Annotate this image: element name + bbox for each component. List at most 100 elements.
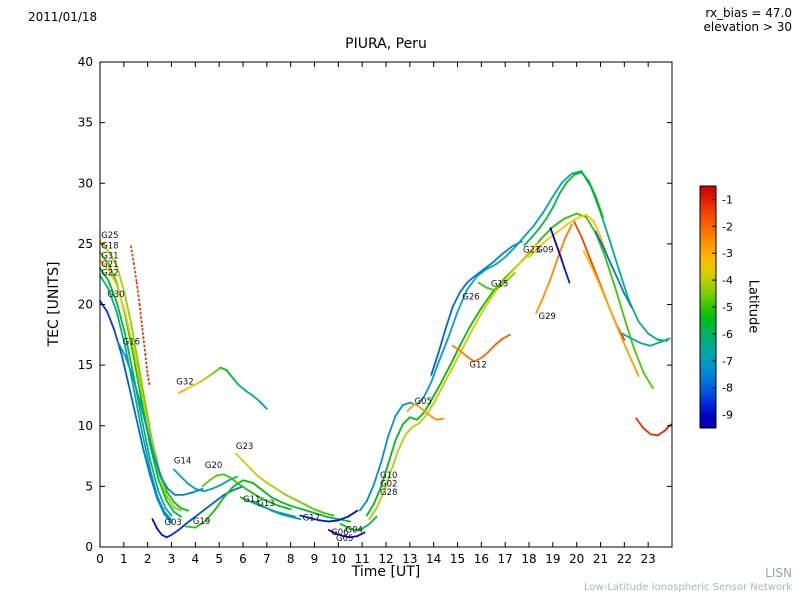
track-G26	[473, 268, 485, 278]
track-G03	[151, 518, 159, 530]
track-G25	[137, 361, 147, 405]
track-G11	[239, 496, 250, 502]
track-G13	[270, 509, 283, 516]
track-G05	[427, 413, 438, 421]
track-G20	[256, 495, 268, 502]
track-G09	[544, 206, 554, 221]
track-G12	[494, 337, 504, 346]
track-G23	[284, 493, 297, 501]
track-G19	[270, 496, 283, 504]
track-G19	[261, 489, 273, 499]
track-G30	[134, 415, 144, 449]
track-G10	[637, 320, 650, 335]
y-axis-label: TEC [UNITS]	[46, 261, 62, 347]
track-G31	[115, 284, 126, 313]
receiver-info: rx_bias = 47.0 elevation > 30	[704, 6, 793, 34]
track-G10	[373, 461, 383, 485]
lisn-watermark-full: Low-Latitude Ionospheric Sensor Network	[584, 582, 792, 593]
x-tick-label: 12	[378, 552, 393, 566]
track-G17	[327, 519, 340, 523]
track-G02	[394, 423, 404, 442]
track-Y2	[566, 217, 578, 226]
colorbar-label: Latitude	[745, 279, 761, 334]
track-G23	[323, 512, 335, 517]
track-G10	[358, 499, 368, 512]
track-G18	[165, 499, 175, 513]
y-tick-label: 5	[85, 479, 93, 493]
track-G31	[99, 259, 110, 271]
colorbar-tick-label: -4	[722, 274, 733, 287]
track-G10	[485, 263, 497, 271]
track-G10	[571, 170, 583, 175]
track-G12	[487, 343, 497, 353]
track-G12	[480, 350, 490, 359]
track-G09	[594, 195, 604, 219]
track-G05	[406, 402, 416, 413]
track-G25	[130, 321, 140, 364]
x-tick-label: 7	[263, 552, 271, 566]
track-R3	[642, 427, 652, 436]
y-tick-label: 20	[78, 298, 93, 312]
track-G06	[335, 532, 345, 537]
track-R3	[635, 417, 645, 430]
sat-label-G03: G03	[164, 518, 181, 528]
track-G19	[184, 525, 197, 529]
track-G10	[447, 310, 459, 340]
track-G17	[346, 509, 359, 518]
sat-label-G12: G12	[469, 361, 486, 371]
track-G25	[122, 288, 132, 324]
track-T1	[649, 341, 661, 347]
track-G22	[156, 495, 166, 513]
y-tick-label: 0	[85, 540, 93, 554]
track-G17	[318, 519, 330, 523]
track-G32	[177, 388, 187, 394]
track-G32	[191, 381, 202, 387]
track-G03	[177, 523, 187, 531]
track-G10	[387, 415, 397, 437]
track-G16	[145, 426, 155, 456]
track-G28	[375, 491, 385, 510]
track-G09	[551, 191, 561, 209]
track-G25	[180, 507, 190, 512]
lisn-watermark: LISN	[765, 566, 792, 580]
track-G21	[140, 417, 152, 461]
track-Y2	[592, 219, 602, 238]
y-tick-label: 15	[78, 358, 93, 372]
track-G20	[246, 489, 259, 498]
track-G02	[575, 212, 588, 219]
x-tick-label: 6	[239, 552, 247, 566]
track-G19	[325, 515, 340, 520]
track-G32	[184, 384, 194, 391]
sat-label-G05: G05	[336, 534, 353, 544]
track-G02	[458, 326, 471, 347]
track-B1	[554, 240, 561, 256]
track-G16	[124, 354, 134, 376]
track-G03	[203, 501, 216, 511]
track-G20	[230, 476, 240, 485]
track-G21	[115, 301, 126, 335]
track-G23	[304, 503, 316, 511]
track-G28	[506, 262, 521, 278]
track-G32	[231, 376, 240, 386]
track-G19	[280, 501, 292, 507]
x-tick-label: 2	[144, 552, 152, 566]
sat-label-G19: G19	[193, 517, 210, 527]
track-G32	[258, 400, 268, 410]
track-G31	[124, 310, 135, 350]
track-G16	[159, 475, 169, 490]
sat-label-G02: G02	[380, 479, 397, 489]
track-G05	[420, 407, 430, 416]
track-G12	[501, 333, 511, 340]
sat-label-G25: G25	[101, 231, 118, 241]
track-G23	[242, 459, 252, 470]
track-G20	[208, 474, 218, 482]
track-G28	[368, 507, 378, 520]
track-G03	[170, 529, 180, 536]
track-G04	[339, 523, 349, 529]
date-label: 2011/01/18	[28, 10, 98, 24]
track-G09	[566, 173, 576, 183]
track-Y1	[611, 314, 623, 340]
track-G06	[327, 529, 337, 535]
track-B1	[563, 268, 571, 284]
